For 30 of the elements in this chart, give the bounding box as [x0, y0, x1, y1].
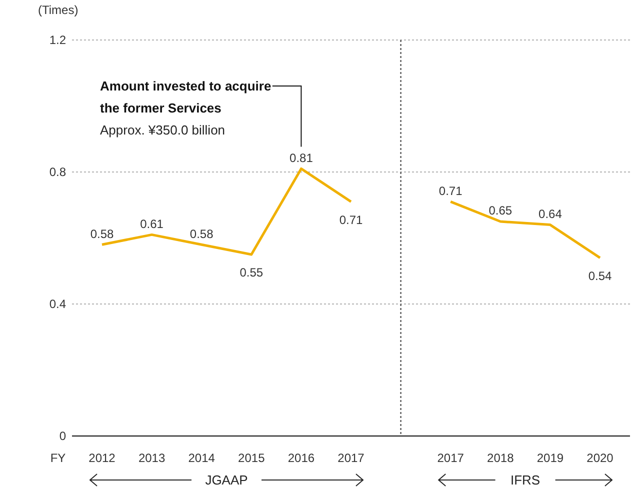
text: IFRS — [510, 472, 540, 488]
x-tick-label: 2018 — [487, 451, 514, 466]
x-tick-label: 2017 — [338, 451, 365, 466]
data-label: 0.64 — [538, 207, 562, 221]
data-label: 0.81 — [290, 150, 314, 165]
x-tick-label: 2016 — [288, 451, 315, 466]
annotation: Amount invested to acquire the former Services — [100, 78, 272, 116]
data-label: 0.71 — [339, 212, 363, 227]
x-tick-label: 2019 — [536, 451, 564, 466]
y-tick-label: 0.4 — [49, 297, 66, 312]
x-tick-label: 2017 — [437, 451, 464, 466]
x-axis-title: FY — [50, 451, 66, 466]
text: JGAAP — [205, 472, 248, 488]
data-label: 0.65 — [488, 204, 512, 218]
data-label: 0.55 — [240, 266, 264, 280]
data-label: 0.54 — [588, 269, 612, 283]
annotation: Approx. ¥350.0 billion — [100, 122, 226, 138]
x-tick-label: 2020 — [586, 451, 614, 466]
data-label: 0.58 — [90, 226, 114, 241]
y-axis-title: (Times) — [38, 3, 78, 17]
x-tick-label: 2014 — [188, 451, 216, 466]
x-tick-label: 2012 — [88, 451, 116, 466]
x-tick-label: 2013 — [138, 451, 166, 466]
data-label: 0.61 — [140, 216, 164, 231]
y-tick-label: 0.8 — [49, 165, 66, 180]
y-tick-label: 1.2 — [49, 33, 66, 48]
data-label: 0.71 — [438, 184, 463, 198]
y-tick-label: 0 — [59, 429, 66, 444]
data-label: 0.58 — [190, 226, 214, 241]
x-tick-label: 2015 — [238, 451, 266, 466]
